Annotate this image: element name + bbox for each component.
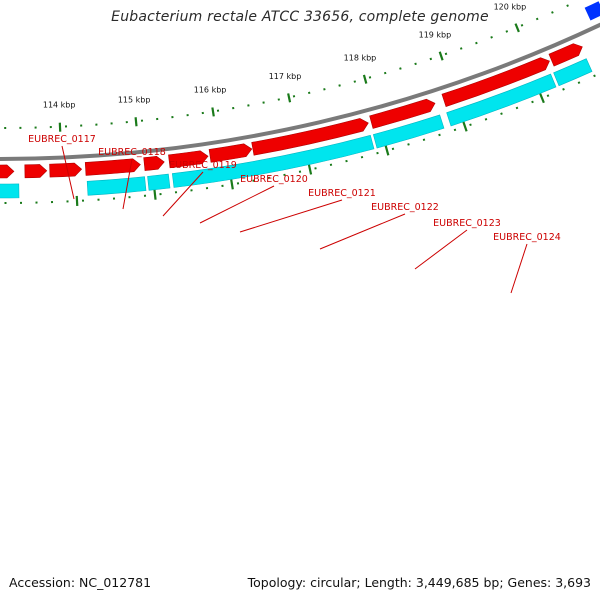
outer-tick	[546, 94, 550, 98]
outer-major-tick	[462, 121, 468, 132]
scale-major-tick	[134, 117, 138, 127]
outer-tick	[438, 133, 441, 137]
map-title: Eubacterium rectale ATCC 33656, complete…	[111, 9, 489, 25]
minus-strand-gene	[49, 162, 83, 178]
genome-summary: Topology: circular; Length: 3,449,685 bp…	[247, 575, 591, 590]
outer-major-tick	[539, 93, 545, 104]
label-layer: 114 kbp 115 kbp 116 kbp 117 kbp 118 kbp 119 k…	[28, 3, 561, 243]
outer-major-tick	[153, 189, 157, 200]
outer-tick	[469, 123, 472, 126]
outer-tick	[453, 128, 457, 132]
gene-label: EUBREC_0119	[169, 160, 237, 171]
gene-label: EUBREC_0120	[240, 174, 308, 185]
outer-tick	[484, 118, 488, 121]
gene-leader-line	[239, 199, 343, 233]
scale-tick	[353, 80, 357, 83]
scale-tick	[505, 30, 509, 33]
plus-strand-gene	[86, 176, 147, 196]
minus-strand-gene	[143, 155, 165, 171]
scale-major-tick	[362, 74, 368, 84]
scale-tick	[459, 47, 463, 50]
minus-strand-gene	[441, 57, 550, 107]
leader-layer	[61, 145, 528, 294]
gene-label: EUBREC_0124	[493, 232, 561, 243]
outer-tick	[531, 100, 534, 104]
outer-tick	[593, 74, 596, 78]
scale-label: 117 kbp	[269, 72, 302, 81]
outer-tick	[562, 87, 565, 91]
scale-tick	[444, 52, 448, 56]
scale-tick	[383, 71, 387, 75]
outer-tick	[577, 81, 581, 84]
minus-strand-gene	[24, 164, 48, 179]
scale-tick	[475, 41, 478, 45]
outer-tick	[407, 143, 410, 146]
scale-tick	[520, 23, 524, 27]
gene-leader-line	[319, 213, 406, 250]
tick-layer	[4, 0, 596, 207]
gene-label: EUBREC_0123	[433, 218, 501, 229]
gene-leader-line	[162, 171, 204, 217]
scale-label: 116 kbp	[194, 86, 227, 95]
accession-text: Accession: NC_012781	[9, 575, 152, 590]
outer-tick	[500, 112, 503, 115]
gene-label: EUBREC_0121	[308, 188, 376, 199]
scale-tick	[368, 76, 372, 79]
minus-strand-gene	[168, 150, 209, 169]
scale-tick	[414, 62, 417, 66]
scale-tick	[566, 4, 569, 7]
scale-tick	[429, 57, 433, 61]
outer-tick	[376, 151, 379, 155]
gene-leader-line	[199, 185, 275, 224]
gene-label: EUBREC_0118	[98, 147, 166, 158]
outer-major-tick	[230, 179, 234, 190]
scale-tick	[399, 67, 402, 70]
scale-major-tick	[514, 23, 520, 33]
plus-strand-gene	[446, 73, 557, 127]
minus-strand-gene	[208, 143, 253, 163]
scale-label: 114 kbp	[43, 101, 76, 110]
scale-major-tick	[438, 51, 444, 61]
scale-tick	[535, 17, 539, 21]
gene-leader-line	[510, 243, 528, 294]
plus-strand-gene	[553, 58, 593, 87]
minus-strand-gene	[251, 118, 369, 156]
outer-tick	[422, 138, 426, 142]
gene-label: EUBREC_0122	[371, 202, 439, 213]
minus-strand-gene	[369, 98, 436, 129]
scale-label: 120 kbp	[494, 3, 527, 12]
plus-strand-gene	[147, 173, 171, 191]
plus-strand-gene	[372, 114, 445, 149]
scale-tick	[490, 36, 493, 39]
gene-leader-line	[414, 229, 468, 270]
plus-strand-gene	[171, 134, 375, 188]
scale-label: 118 kbp	[344, 53, 377, 62]
outer-tick	[391, 147, 395, 151]
outer-major-tick	[384, 145, 390, 156]
blue-gene	[584, 1, 600, 21]
gene-label: EUBREC_0117	[28, 134, 96, 145]
scale-tick	[551, 11, 554, 14]
gene-leader-line	[122, 158, 133, 210]
gene-leader-line	[61, 145, 75, 200]
minus-strand-gene	[84, 158, 141, 176]
plus-strand-gene	[0, 183, 20, 199]
outer-tick	[515, 106, 519, 110]
scale-major-tick	[287, 93, 292, 103]
outer-major-tick	[75, 195, 79, 207]
scale-major-tick	[211, 107, 215, 117]
scale-label: 119 kbp	[419, 31, 452, 40]
outer-major-tick	[307, 164, 313, 175]
scale-label: 115 kbp	[118, 95, 151, 104]
gene-layer	[0, 1, 600, 199]
minus-strand-gene	[0, 164, 15, 179]
minus-strand-gene	[548, 43, 583, 67]
